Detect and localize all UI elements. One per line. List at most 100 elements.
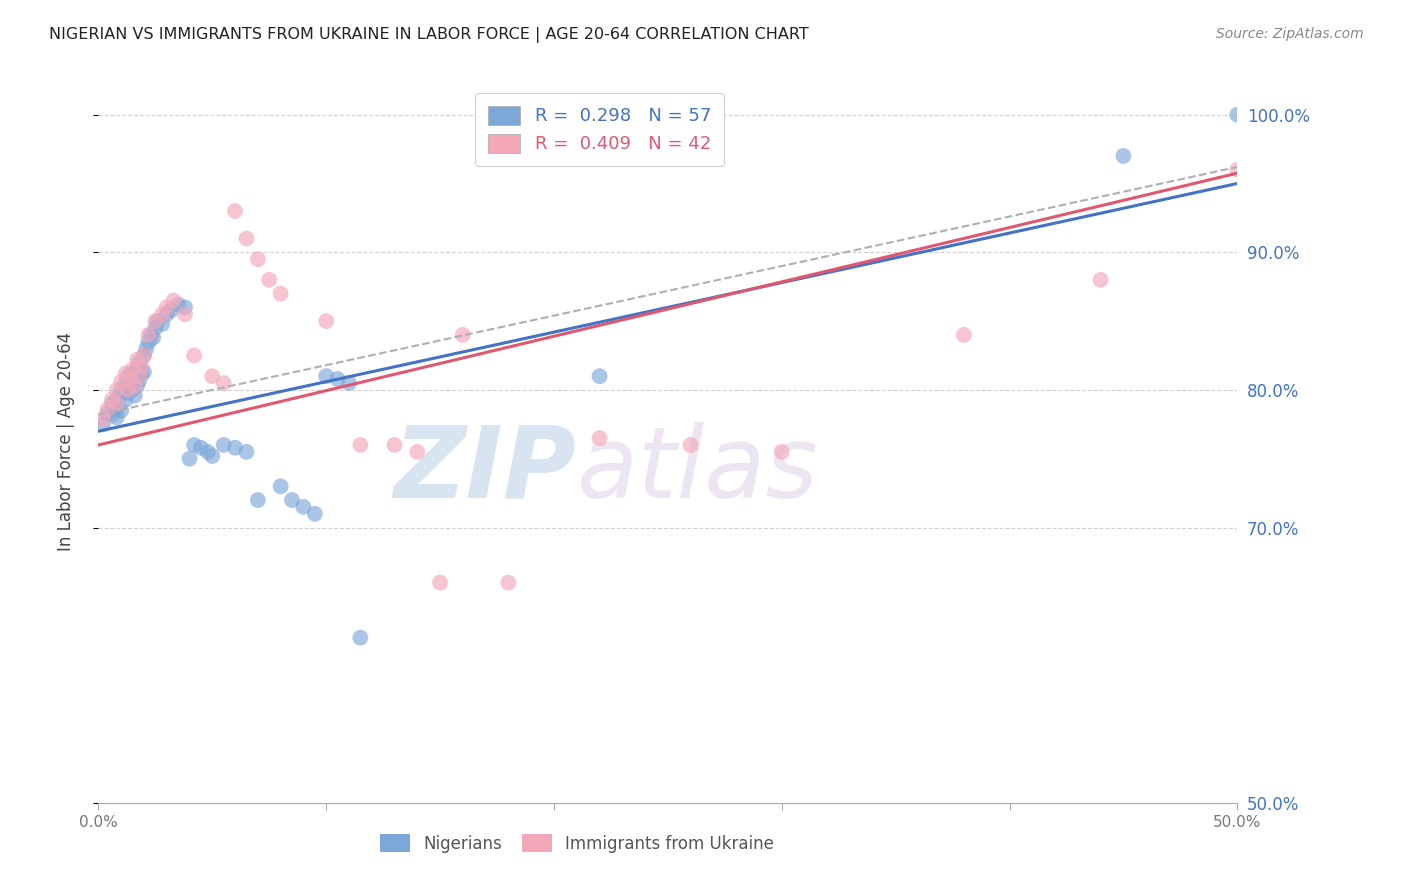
Point xyxy=(91,417,114,432)
Point xyxy=(114,376,136,390)
Text: atlas: atlas xyxy=(576,422,818,519)
Y-axis label: In Labor Force | Age 20-64: In Labor Force | Age 20-64 xyxy=(56,332,75,551)
Point xyxy=(117,385,139,400)
Point xyxy=(131,359,153,374)
Point xyxy=(145,314,167,328)
Point xyxy=(270,479,292,493)
Point xyxy=(235,445,257,459)
Point xyxy=(96,406,118,420)
Point xyxy=(224,441,246,455)
Point xyxy=(108,390,131,404)
Point xyxy=(105,397,128,411)
Point xyxy=(150,317,173,331)
Point xyxy=(105,410,128,425)
Point xyxy=(1226,162,1249,177)
Point xyxy=(120,379,142,393)
Point xyxy=(201,369,224,384)
Point xyxy=(156,307,179,321)
Point xyxy=(127,362,149,376)
Point xyxy=(429,575,451,590)
Point xyxy=(146,314,169,328)
Point xyxy=(349,631,371,645)
Point xyxy=(127,352,149,367)
Point xyxy=(132,349,155,363)
Point xyxy=(96,402,118,417)
Point xyxy=(292,500,315,514)
Point xyxy=(770,445,793,459)
Point xyxy=(128,373,150,387)
Point xyxy=(384,438,406,452)
Point xyxy=(212,438,235,452)
Point xyxy=(127,379,149,393)
Point xyxy=(304,507,326,521)
Point xyxy=(101,408,124,422)
Point xyxy=(179,451,201,466)
Point xyxy=(406,445,429,459)
Point xyxy=(139,327,162,342)
Text: Source: ZipAtlas.com: Source: ZipAtlas.com xyxy=(1216,27,1364,41)
Point xyxy=(135,342,157,356)
Point xyxy=(679,438,702,452)
Legend: Nigerians, Immigrants from Ukraine: Nigerians, Immigrants from Ukraine xyxy=(373,828,780,860)
Point xyxy=(183,438,205,452)
Point xyxy=(451,327,474,342)
Point xyxy=(201,449,224,463)
Point xyxy=(110,383,132,397)
Point xyxy=(588,369,610,384)
Point xyxy=(588,431,610,445)
Point xyxy=(110,375,132,389)
Point xyxy=(349,438,371,452)
Point xyxy=(145,321,167,335)
Point xyxy=(174,307,197,321)
Point xyxy=(142,331,165,345)
Point xyxy=(132,349,155,363)
Point xyxy=(246,252,269,267)
Point xyxy=(235,231,257,245)
Point xyxy=(1112,149,1135,163)
Point xyxy=(131,367,153,381)
Point xyxy=(114,392,136,407)
Point xyxy=(183,349,205,363)
Point xyxy=(124,379,146,393)
Point xyxy=(315,314,337,328)
Point xyxy=(105,392,128,407)
Point xyxy=(117,383,139,397)
Point xyxy=(156,301,179,315)
Point xyxy=(128,369,150,384)
Point xyxy=(212,376,235,390)
Point xyxy=(270,286,292,301)
Point xyxy=(105,402,128,417)
Point xyxy=(128,355,150,369)
Point xyxy=(174,301,197,315)
Point xyxy=(121,362,143,376)
Point xyxy=(337,376,360,390)
Point xyxy=(124,388,146,402)
Point xyxy=(281,493,304,508)
Point xyxy=(162,293,184,308)
Point xyxy=(498,575,520,590)
Point xyxy=(1226,108,1249,122)
Point xyxy=(953,327,976,342)
Point xyxy=(246,493,269,508)
Point xyxy=(110,403,132,417)
Point xyxy=(132,365,155,379)
Point xyxy=(259,273,281,287)
Point xyxy=(167,297,190,311)
Point xyxy=(315,369,337,384)
Text: NIGERIAN VS IMMIGRANTS FROM UKRAINE IN LABOR FORCE | AGE 20-64 CORRELATION CHART: NIGERIAN VS IMMIGRANTS FROM UKRAINE IN L… xyxy=(49,27,808,43)
Point xyxy=(138,334,160,349)
Point xyxy=(197,445,219,459)
Point xyxy=(101,392,124,407)
Point xyxy=(91,412,114,426)
Point xyxy=(138,327,160,342)
Point xyxy=(190,441,212,455)
Point xyxy=(160,303,183,318)
Point xyxy=(101,397,124,411)
Point xyxy=(224,204,246,219)
Point xyxy=(121,367,143,381)
Point xyxy=(1090,273,1112,287)
Point xyxy=(326,372,349,386)
Point xyxy=(124,372,146,386)
Point xyxy=(150,307,173,321)
Point xyxy=(114,367,136,381)
